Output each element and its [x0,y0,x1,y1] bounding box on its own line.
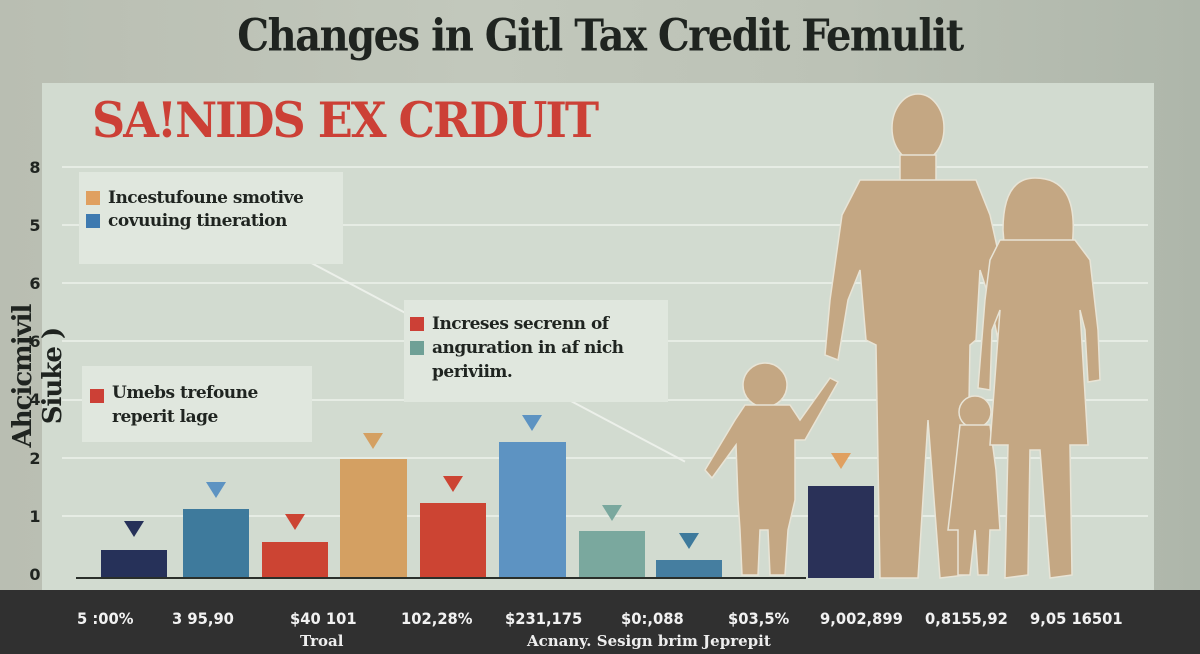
footer-label-caption: Acnany. Sesign brim Jeprepit [527,632,771,650]
bar-5[interactable] [420,503,486,578]
legend-label: Increses secrenn of [432,314,609,334]
legend-item-continued: reperit lage [112,405,218,429]
bar-3[interactable] [262,542,328,578]
legend-box-left [82,366,312,442]
down-triangle-marker-icon [679,533,699,549]
legend-swatch-blue [86,214,100,228]
legend-label: reperit lage [112,407,218,427]
down-triangle-marker-icon [285,514,305,530]
gridline [62,457,1148,459]
y-tick: 0 [29,565,41,584]
legend-item: Increses secrenn of [410,312,609,336]
down-triangle-marker-icon [602,505,622,521]
legend-swatch-orange [86,191,100,205]
bar-6[interactable] [499,442,566,578]
gridline [62,166,1148,168]
legend-box-top [79,172,343,264]
chart-subtitle: SA!NIDS EX CRDUIT [92,92,599,149]
bar-7[interactable] [579,531,645,578]
footer-label-total: Troal [300,632,344,650]
y-tick: 6 [29,332,41,351]
y-tick: 5 [29,216,41,235]
down-triangle-marker-icon [363,433,383,449]
legend-label: Umebs trefoune [112,383,258,403]
bar-2[interactable] [183,509,249,578]
footer-value: 3 95,90 [172,609,234,628]
gridline [62,224,1148,226]
bar-1[interactable] [101,550,167,578]
legend-box-middle [404,300,668,402]
down-triangle-marker-icon [831,453,851,469]
footer-value: $03,5% [728,609,790,628]
bar-8[interactable] [656,560,722,578]
y-tick: 1 [29,507,41,526]
legend-label: covuuing tineration [108,211,287,231]
legend-label: periviim. [432,362,513,382]
down-triangle-marker-icon [206,482,226,498]
down-triangle-marker-icon [124,521,144,537]
footer-value: 9,002,899 [820,609,903,628]
footer-bar [0,590,1200,654]
legend-label: anguration in af nich [432,338,624,358]
y-tick: 8 [29,158,41,177]
footer-value: $40 101 [290,609,357,628]
x-axis-line [76,577,806,579]
legend-label: Incestufoune smotive [108,188,304,208]
y-tick: 2 [29,449,41,468]
legend-item: anguration in af nich [410,336,624,360]
chart-title: Changes in Gitl Tax Credit Femulit [237,9,964,62]
footer-value: 5 :00% [77,609,134,628]
bar-9[interactable] [808,486,874,578]
bar-4[interactable] [340,459,407,578]
footer-value: $231,175 [505,609,583,628]
legend-item: Umebs trefoune [90,381,258,405]
gridline [62,282,1148,284]
footer-value: 102,28% [401,609,473,628]
legend-item: Incestufoune smotive [86,186,304,210]
legend-item: covuuing tineration [86,209,287,233]
footer-value: 9,05 16501 [1030,609,1123,628]
footer-value: 0,8155,92 [925,609,1008,628]
legend-swatch-red [410,317,424,331]
down-triangle-marker-icon [522,415,542,431]
legend-item-continued: periviim. [432,360,513,384]
legend-swatch-teal [410,341,424,355]
down-triangle-marker-icon [443,476,463,492]
legend-swatch-red [90,389,104,403]
footer-value: $0:,088 [621,609,684,628]
y-tick: 6 [29,274,41,293]
y-tick: 4 [29,390,41,409]
